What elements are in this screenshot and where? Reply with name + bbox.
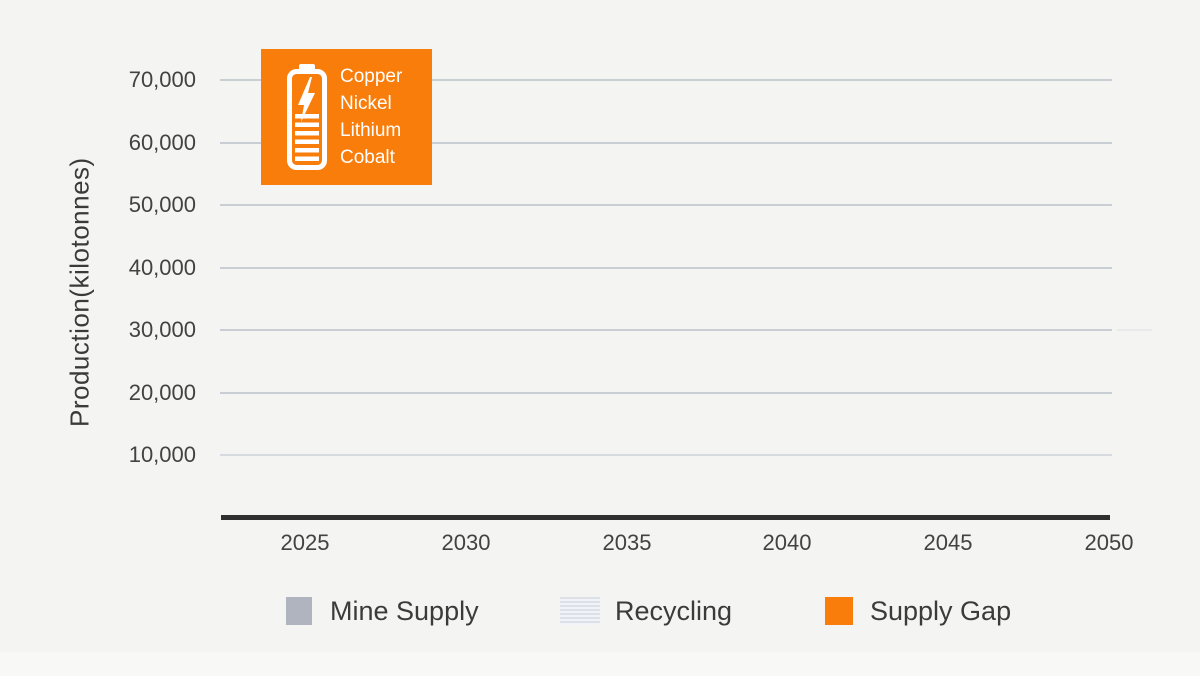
y-tick-label: 30,000 <box>128 317 196 342</box>
bottom-highlight-band <box>0 652 1200 676</box>
material-lithium: Lithium <box>340 120 402 141</box>
y-tick-label: 40,000 <box>128 255 196 280</box>
battery-charging-icon <box>287 64 327 170</box>
legend-item-mine-supply: Mine Supply <box>286 595 479 627</box>
legend-item-recycling: Recycling <box>560 595 732 627</box>
gridline <box>220 204 1112 206</box>
material-cobalt: Cobalt <box>340 147 395 168</box>
materials-list: Copper Nickel Lithium Cobalt <box>340 63 402 171</box>
gridline <box>220 454 1112 456</box>
x-axis-line <box>221 515 1110 520</box>
x-tick-label: 2030 <box>441 530 491 555</box>
legend-swatch-mine-supply <box>286 597 312 625</box>
gridline-artifact <box>1117 329 1152 331</box>
gridline <box>220 329 1112 331</box>
gridline <box>220 391 1112 394</box>
material-nickel: Nickel <box>340 93 392 114</box>
legend-label-recycling: Recycling <box>615 595 733 626</box>
x-tick-label: 2045 <box>923 530 973 555</box>
x-tick-label: 2050 <box>1084 530 1134 555</box>
x-tick-label: 2040 <box>762 530 812 555</box>
lightning-bolt-icon <box>298 77 315 122</box>
gridline <box>220 79 1112 81</box>
legend-item-supply-gap: Supply Gap <box>825 595 1011 627</box>
x-tick-label: 2035 <box>602 530 652 555</box>
legend-swatch-supply-gap <box>825 597 853 625</box>
legend-label-supply-gap: Supply Gap <box>870 595 1012 626</box>
materials-badge: Copper Nickel Lithium Cobalt <box>261 49 432 185</box>
gridline <box>220 266 1112 269</box>
y-tick-label: 70,000 <box>128 67 196 92</box>
legend-swatch-recycling <box>560 597 600 625</box>
gridline <box>220 141 1112 144</box>
material-copper: Copper <box>340 66 403 87</box>
y-tick-label: 60,000 <box>128 130 196 155</box>
y-tick-label: 50,000 <box>128 192 196 217</box>
y-tick-label: 20,000 <box>128 380 196 405</box>
x-tick-label: 2025 <box>280 530 330 555</box>
y-tick-label: 10,000 <box>128 442 196 467</box>
legend-label-mine-supply: Mine Supply <box>330 595 479 626</box>
